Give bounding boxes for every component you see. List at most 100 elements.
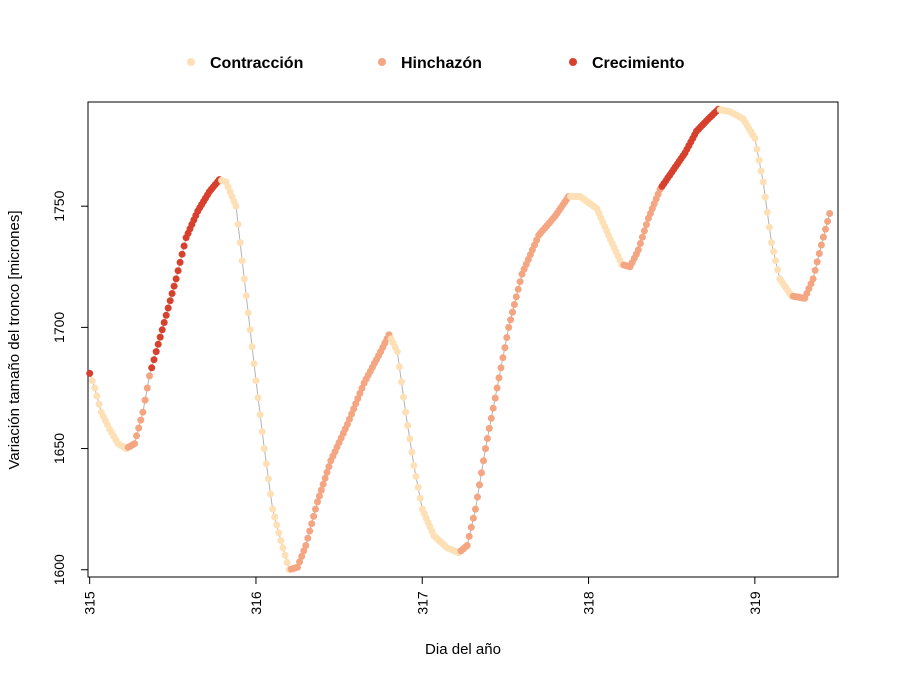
point-crecimiento bbox=[86, 369, 94, 377]
point-hinchazon bbox=[474, 493, 481, 501]
point-hinchazon bbox=[495, 374, 503, 382]
point-hinchazon bbox=[489, 404, 497, 412]
point-hinchazon bbox=[501, 344, 509, 352]
point-contraccion bbox=[753, 145, 761, 153]
point-hinchazon bbox=[306, 527, 314, 535]
point-hinchazon bbox=[137, 416, 145, 424]
point-contraccion bbox=[95, 400, 103, 408]
point-hinchazon bbox=[314, 498, 321, 506]
y-tick-label: 1600 bbox=[51, 554, 67, 585]
point-contraccion bbox=[93, 392, 101, 400]
point-hinchazon bbox=[815, 250, 823, 257]
point-contraccion bbox=[248, 343, 256, 351]
point-contraccion bbox=[761, 193, 769, 201]
point-contraccion bbox=[416, 494, 424, 502]
point-contraccion bbox=[91, 384, 99, 392]
point-hinchazon bbox=[493, 384, 501, 392]
point-contraccion bbox=[410, 462, 418, 469]
point-contraccion bbox=[406, 435, 414, 443]
x-tick-label: 319 bbox=[747, 591, 763, 615]
point-hinchazon bbox=[319, 480, 327, 488]
point-contraccion bbox=[757, 167, 765, 175]
point-contraccion bbox=[408, 448, 416, 456]
legend-marker-contraccion bbox=[187, 58, 195, 66]
point-contraccion bbox=[236, 239, 244, 247]
point-hinchazon bbox=[310, 512, 318, 520]
y-tick-label: 1750 bbox=[51, 190, 67, 221]
point-crecimiento bbox=[160, 319, 168, 326]
point-contraccion bbox=[279, 544, 287, 552]
point-crecimiento bbox=[162, 311, 170, 319]
point-contraccion bbox=[400, 393, 407, 401]
point-hinchazon bbox=[497, 364, 505, 372]
point-hinchazon bbox=[135, 424, 143, 432]
trajectory-polyline bbox=[89, 108, 831, 571]
point-contraccion bbox=[277, 537, 285, 545]
point-contraccion bbox=[88, 377, 96, 385]
legend-marker-hinchazon bbox=[378, 58, 386, 66]
point-contraccion bbox=[262, 460, 270, 468]
point-hinchazon bbox=[467, 523, 475, 531]
point-hinchazon bbox=[514, 285, 522, 293]
point-hinchazon bbox=[294, 563, 301, 571]
point-contraccion bbox=[271, 513, 279, 521]
point-hinchazon bbox=[499, 354, 507, 362]
point-contraccion bbox=[260, 445, 268, 453]
data-points bbox=[86, 105, 834, 574]
y-tick-label: 1700 bbox=[51, 312, 67, 343]
point-contraccion bbox=[283, 559, 291, 566]
point-hinchazon bbox=[485, 424, 493, 432]
point-hinchazon bbox=[146, 372, 153, 380]
point-hinchazon bbox=[642, 221, 650, 229]
point-hinchazon bbox=[516, 278, 524, 286]
x-axis-title: Dia del año bbox=[425, 641, 501, 658]
point-contraccion bbox=[770, 248, 778, 256]
point-contraccion bbox=[395, 363, 403, 371]
point-hinchazon bbox=[822, 225, 829, 233]
point-hinchazon bbox=[817, 241, 825, 249]
y-axis: 1600 1650 1700 1750 bbox=[51, 190, 89, 585]
point-contraccion bbox=[242, 292, 250, 300]
x-tick-label: 316 bbox=[248, 591, 264, 615]
point-hinchazon bbox=[143, 384, 151, 392]
point-hinchazon bbox=[317, 486, 325, 494]
point-crecimiento bbox=[156, 333, 164, 341]
x-axis: 315 316 317 318 319 bbox=[82, 576, 763, 615]
point-contraccion bbox=[250, 360, 258, 368]
point-hinchazon bbox=[480, 457, 487, 465]
point-hinchazon bbox=[300, 547, 308, 555]
point-hinchazon bbox=[482, 445, 489, 453]
point-crecimiento bbox=[164, 304, 172, 312]
point-contraccion bbox=[393, 348, 401, 356]
point-hinchazon bbox=[312, 505, 319, 513]
legend-label-crecimiento: Crecimiento bbox=[592, 55, 685, 72]
point-hinchazon bbox=[509, 308, 516, 316]
point-contraccion bbox=[269, 505, 277, 513]
point-hinchazon bbox=[507, 316, 515, 324]
point-crecimiento bbox=[178, 250, 186, 258]
point-hinchazon bbox=[308, 520, 316, 528]
point-hinchazon bbox=[487, 414, 495, 422]
point-hinchazon bbox=[131, 440, 139, 448]
point-contraccion bbox=[412, 472, 420, 480]
point-contraccion bbox=[256, 411, 264, 419]
point-hinchazon bbox=[636, 240, 644, 247]
point-hinchazon bbox=[321, 474, 329, 482]
legend: Contracción Hinchazón Crecimiento bbox=[187, 55, 685, 72]
point-contraccion bbox=[751, 134, 759, 142]
point-crecimiento bbox=[154, 340, 162, 348]
point-contraccion bbox=[759, 178, 767, 186]
point-contraccion bbox=[232, 202, 240, 210]
point-contraccion bbox=[755, 156, 763, 164]
point-hinchazon bbox=[491, 394, 499, 402]
point-contraccion bbox=[254, 394, 262, 402]
point-hinchazon bbox=[640, 227, 648, 235]
legend-marker-crecimiento bbox=[569, 58, 577, 66]
point-hinchazon bbox=[469, 514, 477, 522]
point-contraccion bbox=[258, 428, 266, 436]
point-hinchazon bbox=[298, 552, 306, 560]
point-contraccion bbox=[281, 551, 289, 559]
point-contraccion bbox=[273, 521, 281, 529]
x-tick-label: 315 bbox=[82, 591, 98, 615]
